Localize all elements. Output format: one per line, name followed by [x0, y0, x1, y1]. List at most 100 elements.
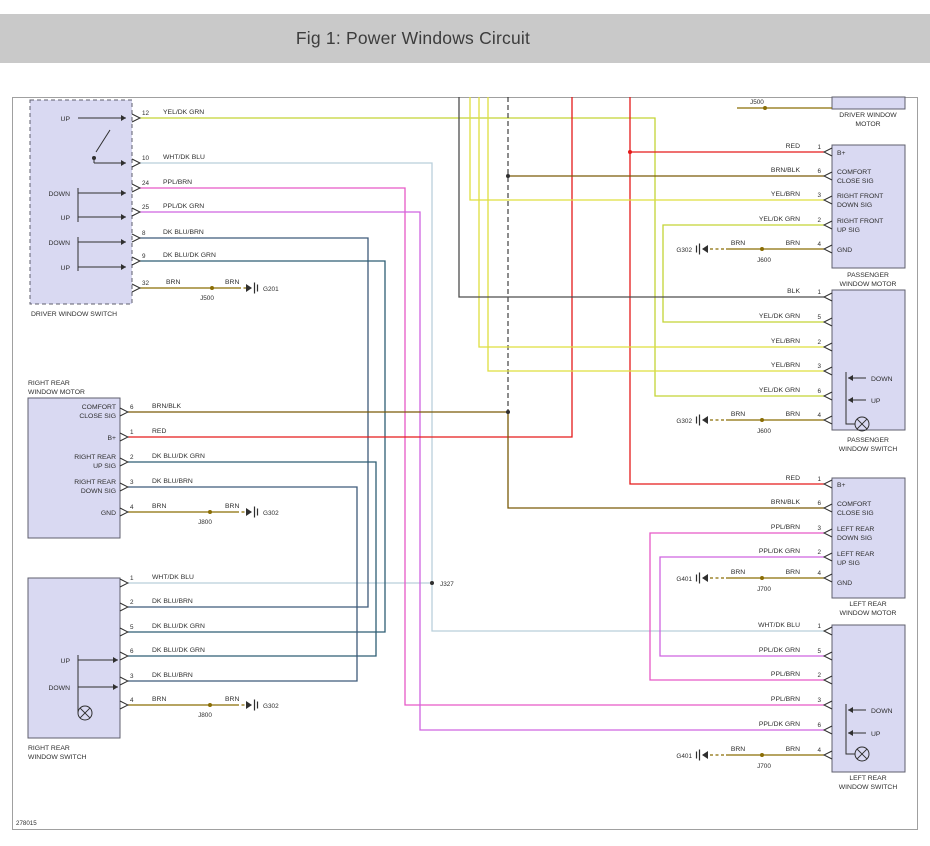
pin-number: 10 — [142, 155, 150, 162]
pin-number: 1 — [817, 623, 821, 630]
pin-chevron — [822, 675, 833, 685]
wire-label: DK BLU/DK GRN — [152, 647, 205, 654]
pin-chevron — [119, 432, 130, 442]
wire-label: BRN — [152, 503, 166, 510]
connector-label: G401 — [676, 753, 692, 760]
switch-contact-arrowhead — [121, 264, 126, 270]
wire-label: DK BLU/BRN — [152, 478, 193, 485]
terminal-label: DOWN SIG — [837, 535, 872, 542]
pin-chevron — [119, 651, 130, 661]
junction-dot — [506, 174, 510, 178]
left-rear-window-switch — [831, 624, 906, 773]
pin-number: 3 — [817, 363, 821, 370]
pin-chevron — [822, 528, 833, 538]
wire-label: DK BLU/BRN — [152, 672, 193, 679]
wire-rr-motor-2-up-sig — [128, 461, 377, 657]
ground-icon — [246, 701, 252, 709]
wire-lr-motor2-switch5-ppl-dk-grn — [659, 556, 824, 657]
left-rear-window-motor — [831, 477, 906, 599]
wire-label: PPL/DK GRN — [759, 647, 800, 654]
pin-chevron — [822, 171, 833, 181]
component-label: WINDOW MOTOR — [840, 281, 897, 288]
pin-chevron — [822, 342, 833, 352]
junction-dot — [208, 510, 212, 514]
ground-icon — [246, 508, 252, 516]
terminal-label: CLOSE SIG — [837, 510, 874, 517]
switch-position-label: UP — [871, 398, 881, 405]
pin-number: 6 — [817, 168, 821, 175]
switch-position-label: DOWN — [48, 191, 70, 198]
terminal-label: B+ — [107, 435, 116, 442]
switch-position-label: DOWN — [48, 240, 70, 247]
wire-b-plus-rr-motor — [128, 97, 573, 438]
component-label: DRIVER WINDOW — [839, 112, 897, 119]
terminal-label: GND — [837, 247, 852, 254]
wire-label: BRN — [166, 279, 180, 286]
pin-number: 6 — [817, 500, 821, 507]
figure-title: Fig 1: Power Windows Circuit — [295, 28, 531, 48]
switch-contact-arrowhead — [121, 190, 126, 196]
figure-code: 278015 — [16, 820, 37, 827]
junction-dot — [506, 410, 510, 414]
switch-position-label: DOWN — [871, 708, 893, 715]
wire-label: BRN — [225, 696, 239, 703]
wire-label: BRN — [731, 411, 745, 418]
pin-chevron — [822, 366, 833, 376]
pin-chevron — [822, 700, 833, 710]
pin-chevron — [131, 183, 142, 193]
wire-label: BRN/BLK — [771, 499, 801, 506]
connector-label: J500 — [750, 99, 764, 106]
switch-internal-line — [95, 129, 111, 153]
pin-number: 5 — [817, 314, 821, 321]
connector-label: J327 — [440, 581, 454, 588]
wire-label: RED — [786, 475, 800, 482]
wire-label: WHT/DK BLU — [152, 574, 194, 581]
terminal-label: UP SIG — [837, 560, 860, 567]
connector-label: G201 — [263, 286, 279, 293]
pin-chevron — [131, 113, 142, 123]
wire-label: YEL/DK GRN — [759, 216, 800, 223]
pin-number: 3 — [817, 697, 821, 704]
switch-internal-line — [845, 704, 855, 755]
wire-drv-12-yel-dk-grn — [140, 117, 824, 397]
terminal-label: COMFORT — [82, 404, 116, 411]
junction-dot — [760, 247, 764, 251]
terminal-label: DOWN SIG — [81, 488, 116, 495]
switch-position-label: DOWN — [871, 376, 893, 383]
connector-label: G302 — [676, 247, 692, 254]
figure-title-bar: Fig 1: Power Windows Circuit — [0, 14, 930, 63]
wire-rr-motor-3-down-sig — [128, 486, 358, 682]
wire-label: BRN — [786, 240, 800, 247]
pin-number: 2 — [817, 217, 821, 224]
wire-label: PPL/BRN — [163, 179, 192, 186]
pin-chevron — [822, 292, 833, 302]
pin-number: 1 — [130, 429, 134, 436]
wire-pass-switch-3-yel-brn — [487, 97, 824, 372]
passenger-window-switch — [831, 289, 906, 431]
pin-number: 4 — [817, 412, 821, 419]
pin-chevron — [822, 415, 833, 425]
wire-label: BRN — [731, 569, 745, 576]
wire-label: BRN — [152, 696, 166, 703]
pin-number: 6 — [130, 648, 134, 655]
terminal-label: RIGHT FRONT — [837, 193, 883, 200]
switch-contact-arrowhead — [848, 375, 853, 381]
pin-number: 5 — [130, 624, 134, 631]
terminal-label: B+ — [837, 150, 846, 157]
pin-chevron — [131, 283, 142, 293]
component-label: WINDOW SWITCH — [839, 446, 898, 453]
wire-drv-10-wht-dk-blu — [140, 162, 824, 632]
component-label: PASSENGER — [847, 437, 889, 444]
pin-chevron — [822, 552, 833, 562]
junction-dot — [628, 150, 632, 154]
connector-label: J800 — [198, 712, 212, 719]
junction-dot — [92, 156, 96, 160]
component-label: LEFT REAR — [849, 775, 886, 782]
pin-chevron — [822, 651, 833, 661]
switch-internal-line — [845, 372, 855, 425]
component-label: PASSENGER — [847, 272, 889, 279]
terminal-label: GND — [101, 510, 116, 517]
wire-label: YEL/BRN — [771, 191, 800, 198]
pin-chevron — [119, 482, 130, 492]
